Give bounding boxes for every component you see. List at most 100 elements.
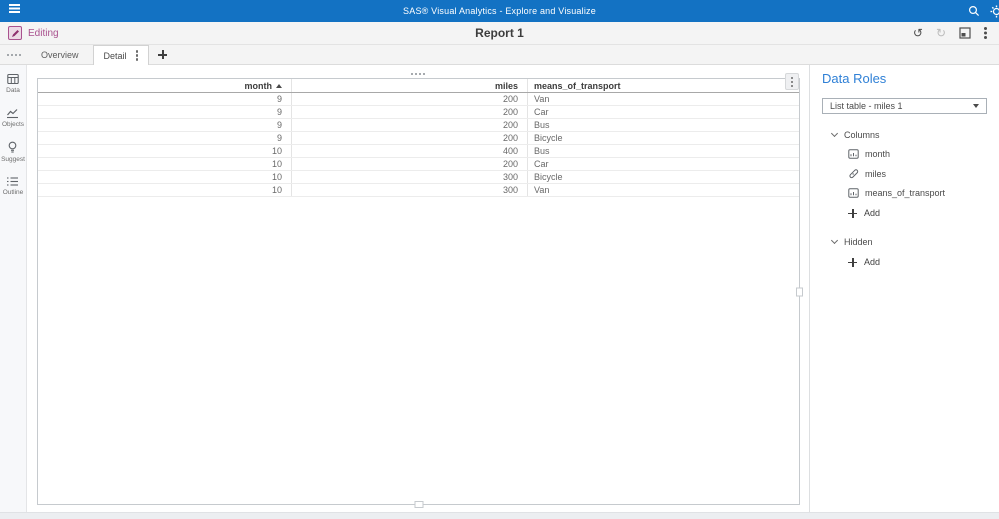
table-row[interactable]: 9 200 Car [38,106,799,119]
tab-options-icon[interactable] [135,50,139,53]
column-header-label: month [244,80,273,91]
table-cell: 9 [38,132,292,144]
table-cell: Bus [534,146,550,156]
add-label: Add [864,257,881,267]
tab-overview[interactable]: Overview [27,45,93,64]
add-page-button[interactable] [149,45,176,64]
sidebar-item-outline[interactable]: Outline [3,176,23,196]
columns-section: Columns month miles means_of_transport [830,129,999,218]
undo-button[interactable] [913,26,923,40]
hidden-section-header[interactable]: Hidden [830,236,999,247]
page-tab-strip: Overview Detail [0,45,999,65]
sidebar-item-data[interactable]: Data [6,73,20,94]
table-cell: Car [534,107,549,117]
table-cell: 9 [38,119,292,131]
tab-overflow-icon[interactable] [0,45,27,64]
table-cell: 300 [292,184,528,196]
column-header-label: miles [494,80,518,91]
panel-title: Data Roles [822,71,887,86]
table-cell: Bicycle [534,133,563,143]
list-table: month miles means_of_transport 9 200 Van [38,79,799,197]
search-icon[interactable] [968,5,980,17]
hidden-section: Hidden Add [830,236,999,267]
table-header-row: month miles means_of_transport [38,79,799,93]
table-cell: Bus [534,120,550,130]
measure-icon [848,168,859,179]
data-table-icon [7,73,19,85]
chevron-down-icon [973,104,979,108]
sidebar-item-label: Objects [1,121,25,128]
table-cell: 9 [38,106,292,118]
report-toolbar: Editing Report 1 [0,22,999,45]
left-sidebar: Data Objects Suggest Outline [0,65,27,512]
column-header-miles[interactable]: miles [292,79,528,92]
application-bar: SAS® Visual Analytics - Explore and Visu… [0,0,999,22]
role-item-label: means_of_transport [865,188,946,198]
object-selector-value: List table - miles 1 [830,101,903,111]
report-title: Report 1 [475,26,524,40]
table-cell: Car [534,159,549,169]
column-header-label: means_of_transport [534,80,621,91]
table-cell: Van [534,94,550,104]
table-cell: 10 [38,184,292,196]
role-item-means-of-transport[interactable]: means_of_transport [848,188,999,198]
table-cell: 200 [292,132,528,144]
object-drag-handle-icon[interactable] [410,72,427,76]
role-item-month[interactable]: month [848,149,999,159]
table-cell: 9 [38,93,292,105]
columns-section-header[interactable]: Columns [830,129,999,140]
object-menu-button[interactable] [785,73,799,90]
table-cell: 400 [292,145,528,157]
list-table-object[interactable]: month miles means_of_transport 9 200 Van [37,73,803,508]
report-view-icon[interactable] [959,27,971,39]
role-item-label: month [865,149,891,159]
sidebar-item-suggest[interactable]: Suggest [1,141,25,163]
resize-handle-bottom[interactable] [414,501,423,508]
editing-mode-label: Editing [28,27,59,39]
resize-handle-right[interactable] [796,287,803,296]
sidebar-item-label: Suggest [1,156,25,163]
application-title: SAS® Visual Analytics - Explore and Visu… [403,6,596,16]
table-cell: Van [534,185,550,195]
chevron-down-icon [830,236,839,245]
tab-detail[interactable]: Detail [92,45,150,65]
table-row[interactable]: 10 400 Bus [38,145,799,158]
window-footer-strip [0,512,999,519]
column-header-month[interactable]: month [38,79,292,92]
category-icon [848,188,859,198]
report-canvas[interactable]: month miles means_of_transport 9 200 Van [27,65,809,512]
category-icon [848,149,859,159]
gear-icon[interactable] [990,5,999,18]
table-cell: 10 [38,145,292,157]
section-label: Columns [844,130,880,140]
hidden-add-button[interactable]: Add [848,257,999,267]
table-cell: Bicycle [534,172,563,182]
table-row[interactable]: 9 200 Bicycle [38,132,799,145]
sort-ascending-icon [276,83,282,88]
role-item-miles[interactable]: miles [848,168,999,179]
columns-add-button[interactable]: Add [848,208,999,218]
table-cell: 300 [292,171,528,183]
table-cell: 10 [38,158,292,170]
sidebar-item-objects[interactable]: Objects [2,107,24,128]
redo-button[interactable] [936,26,946,40]
table-cell: 200 [292,106,528,118]
data-roles-panel: Data Roles List table - miles 1 Columns … [809,65,999,512]
outline-list-icon [6,176,19,187]
section-label: Hidden [844,237,873,247]
plus-icon [848,257,857,267]
table-row[interactable]: 10 300 Van [38,184,799,197]
edit-pencil-icon [8,26,22,40]
table-row[interactable]: 10 200 Car [38,158,799,171]
table-cell: 10 [38,171,292,183]
table-cell: 200 [292,93,528,105]
table-row[interactable]: 9 200 Bus [38,119,799,132]
column-header-means-of-transport[interactable]: means_of_transport [528,79,799,92]
table-row[interactable]: 9 200 Van [38,93,799,106]
plus-icon [848,208,857,218]
object-selector-dropdown[interactable]: List table - miles 1 [822,98,987,114]
chart-icon [6,107,19,119]
add-label: Add [864,208,881,218]
chevron-down-icon [830,129,839,138]
table-row[interactable]: 10 300 Bicycle [38,171,799,184]
